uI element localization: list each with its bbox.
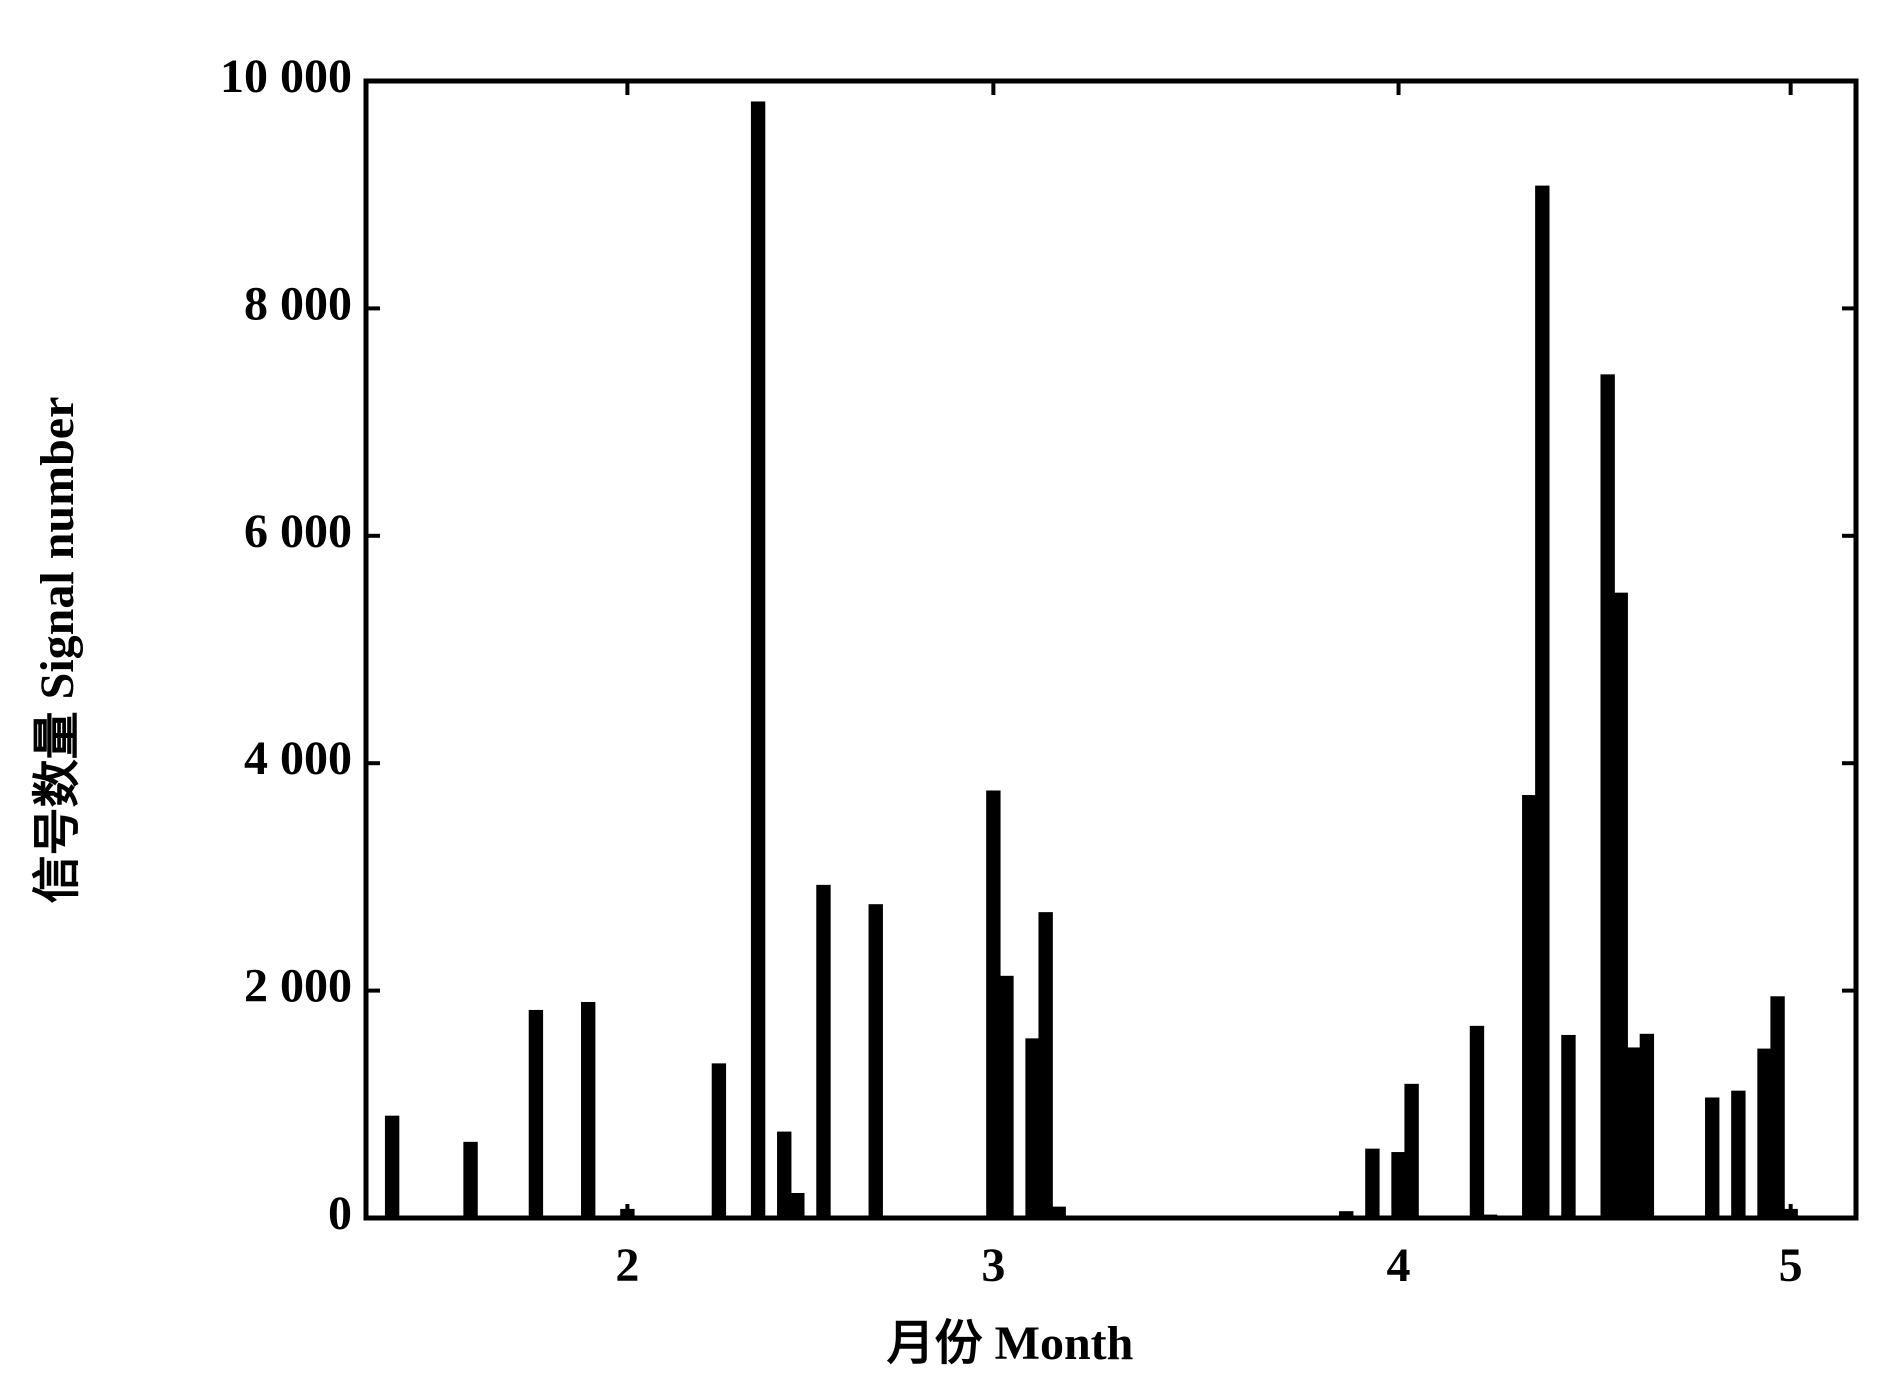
x-axis-label: 月份 Month [887,1317,1134,1370]
bar [1038,912,1053,1218]
bar [711,1063,727,1218]
bar [1522,795,1537,1218]
bar [528,1009,544,1218]
bar [463,1141,478,1218]
x-tick-label: 3 [981,1239,1005,1292]
plot-frame [363,78,1859,1221]
y-tick-label: 8 000 [244,277,352,330]
bar [1613,592,1628,1218]
bar [1626,1047,1641,1218]
y-tick-label: 4 000 [244,732,352,785]
bar [1404,1083,1419,1218]
x-tick-label: 5 [1779,1239,1803,1292]
bar [999,975,1014,1218]
bar [1051,1206,1066,1218]
bar [1025,1038,1040,1218]
bar [1770,996,1785,1218]
x-tick-label: 4 [1387,1239,1411,1292]
bar [750,101,766,1218]
y-tick-label: 0 [328,1187,352,1240]
bar [1731,1090,1746,1218]
bar [1561,1034,1576,1218]
x-tick-label: 2 [615,1239,639,1292]
bar [777,1131,792,1218]
bar [1757,1048,1772,1218]
bar [1535,185,1550,1218]
bar [581,1001,596,1218]
bar [1365,1148,1380,1218]
bar [1639,1033,1655,1218]
y-axis-label: 信号数量 Signal number [31,397,84,904]
bar [986,790,1001,1218]
bar [816,884,831,1218]
bar [1469,1025,1485,1218]
bar [790,1192,805,1218]
y-tick-label: 10 000 [220,50,352,103]
bar [868,904,883,1218]
bar [1600,374,1615,1218]
bar [1705,1097,1720,1218]
bar [1391,1152,1406,1218]
bar [1339,1211,1354,1218]
y-tick-label: 2 000 [244,960,352,1013]
bar [384,1115,400,1218]
y-tick-label: 6 000 [244,505,352,558]
